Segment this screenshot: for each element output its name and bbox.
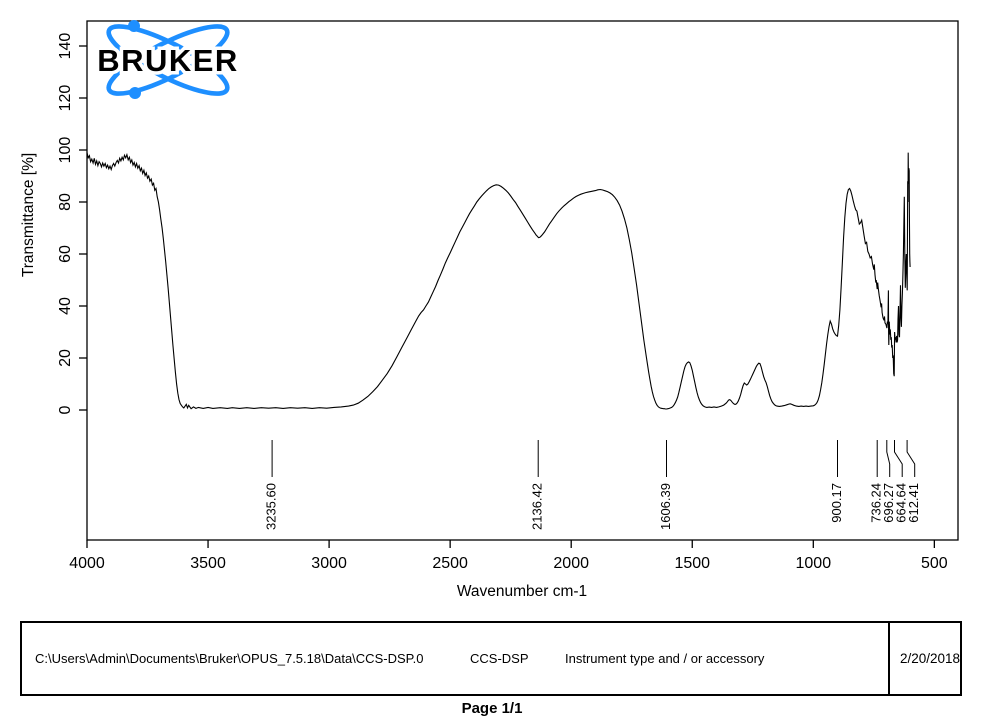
atom-orbits-icon xyxy=(104,20,232,99)
logo-wordmark: BRUKER xyxy=(97,43,239,78)
svg-text:612.41: 612.41 xyxy=(906,483,921,523)
file-path: C:\Users\Admin\Documents\Bruker\OPUS_7.5… xyxy=(35,651,424,666)
footer-cell-divider xyxy=(888,623,890,694)
svg-text:500: 500 xyxy=(921,555,948,572)
svg-text:736.24: 736.24 xyxy=(869,483,884,523)
svg-text:696.27: 696.27 xyxy=(881,483,896,523)
y-axis-title: Transmittance [%] xyxy=(20,153,37,277)
bruker-logo: BRUKER xyxy=(94,20,241,99)
svg-text:1000: 1000 xyxy=(796,555,832,572)
svg-text:3000: 3000 xyxy=(311,555,347,572)
logo-electron-dot xyxy=(129,87,141,99)
spectrum-chart: 4000 3500 3000 2500 2000 1500 1000 500 0 20 40 60 8… xyxy=(20,20,959,600)
sample-name: CCS-DSP xyxy=(470,651,529,666)
svg-text:3235.60: 3235.60 xyxy=(263,483,278,530)
logo-orbit xyxy=(106,24,230,96)
report-date: 2/20/2018 xyxy=(899,651,961,666)
footer-table: C:\Users\Admin\Documents\Bruker\OPUS_7.5… xyxy=(20,621,962,696)
y-axis-ticks: 0 20 40 60 80 100 120 140 xyxy=(57,33,87,414)
svg-text:2136.42: 2136.42 xyxy=(530,483,545,530)
svg-text:0: 0 xyxy=(57,405,74,414)
svg-text:1500: 1500 xyxy=(674,555,710,572)
svg-text:900.17: 900.17 xyxy=(829,483,844,523)
peak-annotations: 3235.60 2136.42 1606.39 900.17 736.24696.276… xyxy=(263,440,921,530)
spectrum-curve xyxy=(86,152,911,410)
instrument-type-label: Instrument type and / or accessory xyxy=(565,651,765,666)
svg-text:120: 120 xyxy=(57,85,74,112)
plot-frame xyxy=(86,20,959,541)
svg-text:2000: 2000 xyxy=(553,555,589,572)
svg-text:20: 20 xyxy=(57,349,74,367)
svg-text:140: 140 xyxy=(57,33,74,60)
x-axis-ticks: 4000 3500 3000 2500 2000 1500 1000 500 xyxy=(69,540,948,572)
svg-text:3500: 3500 xyxy=(190,555,226,572)
svg-text:1606.39: 1606.39 xyxy=(658,483,673,530)
svg-text:4000: 4000 xyxy=(69,555,105,572)
svg-text:40: 40 xyxy=(57,297,74,315)
svg-text:664.64: 664.64 xyxy=(894,483,909,523)
svg-text:2500: 2500 xyxy=(432,555,468,572)
x-axis-title: Wavenumber cm-1 xyxy=(457,583,587,600)
page-number: Page 1/1 xyxy=(461,700,523,717)
logo-electron-dot xyxy=(128,20,140,32)
svg-text:60: 60 xyxy=(57,245,74,263)
logo-orbit xyxy=(106,24,230,96)
svg-text:100: 100 xyxy=(57,137,74,164)
svg-text:80: 80 xyxy=(57,193,74,211)
